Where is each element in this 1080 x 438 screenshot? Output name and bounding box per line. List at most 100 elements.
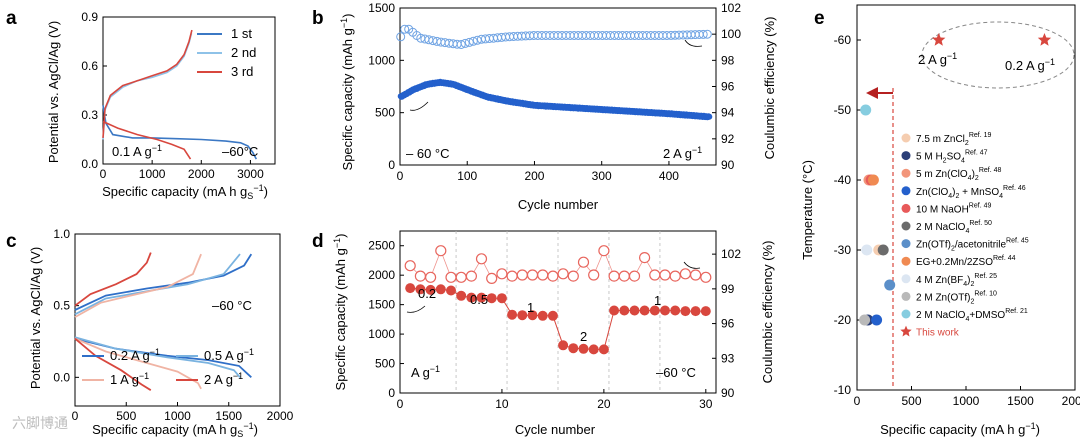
ce-point <box>516 269 528 281</box>
y-tick-label: 1000 <box>368 327 395 341</box>
reference-point <box>884 279 896 291</box>
panel-c-lines <box>74 252 253 391</box>
y2-tick-label: 94 <box>721 106 735 120</box>
legend-entry: 2 M Zn(OTf)2Ref. 10 <box>916 290 997 305</box>
ce-point <box>618 270 630 282</box>
reference-point <box>861 244 873 256</box>
series-3-rd-discharge <box>102 120 192 160</box>
legend-entry: EG+0.2Mn/2ZSORef. 44 <box>916 255 1016 268</box>
y-tick-label: 0.6 <box>81 59 98 73</box>
rate-label-4: 1 <box>654 293 661 308</box>
y2-tick-label: 102 <box>721 1 741 15</box>
panel-a-xlabel: Specific capacity (mA h gS−1) <box>102 183 268 201</box>
this-work-highlight <box>921 21 1075 89</box>
panel-b-arrow-left <box>409 101 429 111</box>
panel-a-frame <box>102 16 276 165</box>
capacity-point <box>496 293 507 304</box>
panel-a-legend: 1 st 2 nd 3 rd <box>197 26 256 79</box>
x-tick-label: 3000 <box>237 167 264 181</box>
y-tick-label: 0.0 <box>53 370 70 384</box>
panel-a-ticks: 0 1000 2000 3000 0.0 0.3 0.6 0.9 <box>81 10 264 181</box>
legend-label-2nd: 2 nd <box>231 45 256 60</box>
watermark: 六脚博通 <box>12 415 68 431</box>
legend-label-1: 1 A g−1 <box>110 371 149 387</box>
y-tick-label: -10 <box>834 383 852 397</box>
panel-d-ticks: 0 10 20 30 0 500 1000 1500 2000 2500 90 93 96 99 102 <box>368 239 741 411</box>
y-tick-label: 0.5 <box>53 299 70 313</box>
ce-point <box>598 245 610 257</box>
capacity-point <box>425 284 436 295</box>
legend-label-3rd: 3 rd <box>231 64 253 79</box>
legend-entry: Zn(OTf)2/acetonitrileRef. 45 <box>916 238 1029 253</box>
y-tick-label: 0.0 <box>81 157 98 171</box>
panel-e-label: e <box>814 8 825 29</box>
y2-tick-label: 102 <box>721 247 741 261</box>
panel-e-ticks: 0 500 1000 1500 2000 -60 -50 -40 -30 -20 -10 <box>834 33 1080 408</box>
ce-point <box>588 269 600 281</box>
x-tick-label: 300 <box>592 169 612 183</box>
y2-tick-label: 90 <box>721 386 735 400</box>
ce-point <box>475 253 488 265</box>
capacity-point <box>588 344 599 355</box>
ce-point <box>659 269 671 281</box>
legend-entry: 5 M H2SO4Ref. 47 <box>916 150 988 165</box>
panel-c-temp-annotation: –60 °C <box>212 298 252 313</box>
panel-e-ylabel: Temperature (°C) <box>800 160 815 260</box>
capacity-point <box>456 290 467 301</box>
ce-point <box>496 268 508 280</box>
x-tick-label: 1000 <box>953 394 980 408</box>
capacity-point <box>466 292 477 303</box>
panel-d-xlabel: Cycle number <box>515 422 596 437</box>
y-tick-label: 0.3 <box>81 108 98 122</box>
panel-b-label: b <box>312 8 324 29</box>
y2-tick-label: 96 <box>721 80 735 94</box>
legend-marker <box>901 309 911 319</box>
capacity-point <box>517 310 528 321</box>
y-tick-label: -60 <box>834 33 852 47</box>
legend-entry: Zn(ClO4)2 + MnSO4Ref. 46 <box>916 185 1026 200</box>
y2-tick-label: 99 <box>721 282 735 296</box>
capacity-point <box>527 310 538 321</box>
panel-d-y2label: Coulumbic efficiency (%) <box>760 241 775 384</box>
legend-marker <box>901 239 911 249</box>
reference-point <box>867 174 879 186</box>
ce-point <box>468 36 478 46</box>
capacity-point <box>629 305 640 316</box>
ce-point <box>689 269 702 281</box>
ce-point <box>506 270 518 282</box>
panel-b-rate-annotation: 2 A g−1 <box>663 145 702 161</box>
panel-a: a 0 1000 2000 3000 0.0 0.3 0.6 0.9 Potential vs… <box>6 8 276 201</box>
panel-c-xlabel: Specific capacity (mA h gS−1) <box>92 421 258 438</box>
ce-point <box>577 256 590 268</box>
capacity-point <box>609 305 620 316</box>
legend-star-icon <box>900 325 912 337</box>
panel-a-lines <box>102 29 258 160</box>
y2-tick-label: 92 <box>721 132 735 146</box>
legend-marker <box>901 186 911 196</box>
reference-point <box>860 104 872 116</box>
rate-label-1: 0.5 <box>470 292 488 307</box>
panel-c: c 0 500 1000 1500 2000 0.0 0.5 1.0 Potential vs… <box>6 227 294 438</box>
legend-entry: 2 M NaClO4+DMSORef. 21 <box>916 308 1028 323</box>
legend-this-work: This work <box>916 328 960 339</box>
x-tick-label: 1500 <box>1007 394 1034 408</box>
ce-point <box>608 270 620 282</box>
legend-marker <box>901 221 911 231</box>
rate-label-2: 1 <box>527 300 534 315</box>
x-tick-label: 2000 <box>267 409 294 423</box>
legend-entry: 10 M NaOHRef. 49 <box>916 202 991 215</box>
x-tick-label: 500 <box>901 394 921 408</box>
reference-point <box>859 314 871 326</box>
series-4 <box>74 253 202 318</box>
x-tick-label: 1000 <box>139 167 166 181</box>
x-tick-label: 30 <box>699 397 713 411</box>
star-label-0.2A: 0.2 A g−1 <box>1005 57 1055 73</box>
reference-point <box>877 244 889 256</box>
ce-point <box>404 260 416 272</box>
x-tick-label: 20 <box>597 397 611 411</box>
ce-point <box>702 29 712 39</box>
ce-point <box>445 271 457 283</box>
capacity-point <box>446 285 456 296</box>
ce-point <box>414 270 426 282</box>
